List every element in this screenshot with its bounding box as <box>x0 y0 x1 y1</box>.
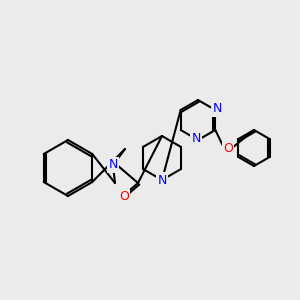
Text: N: N <box>108 158 118 172</box>
Text: O: O <box>223 142 233 154</box>
Text: O: O <box>119 190 129 203</box>
Text: N: N <box>191 133 201 146</box>
Text: N: N <box>157 173 167 187</box>
Text: N: N <box>213 103 222 116</box>
